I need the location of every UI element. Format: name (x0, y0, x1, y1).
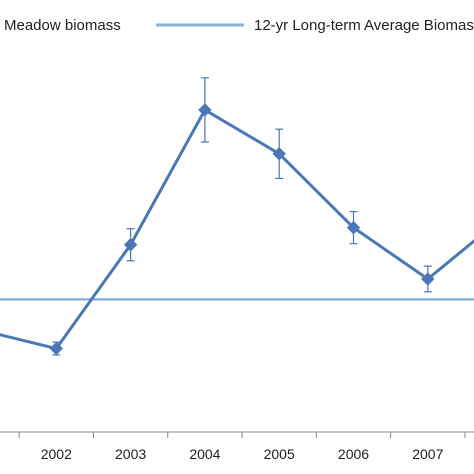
x-tick-label-2006: 2006 (338, 446, 369, 462)
data-point-2002 (49, 341, 64, 356)
data-point-2005 (272, 147, 286, 161)
data-point-2003 (123, 238, 138, 252)
data-point-2007 (421, 272, 435, 286)
plot-area: 2001200220032004200520062007200820092010 (0, 77, 474, 462)
x-tick-label-2002: 2002 (41, 446, 72, 462)
x-tick-label-2005: 2005 (264, 446, 295, 462)
x-tick-label-2007: 2007 (412, 446, 443, 462)
x-tick-label-2004: 2004 (189, 446, 220, 462)
legend-label-long-term-average: 12-yr Long-term Average Biomass (g DW (254, 17, 474, 34)
legend: Meadow biomass 12-yr Long-term Average B… (4, 17, 474, 34)
legend-label-meadow-biomass: Meadow biomass (4, 17, 121, 34)
series-line-meadow-biomass (0, 108, 474, 351)
x-tick-label-2003: 2003 (115, 446, 146, 462)
data-point-2004 (198, 103, 212, 117)
data-point-2006 (346, 220, 361, 235)
